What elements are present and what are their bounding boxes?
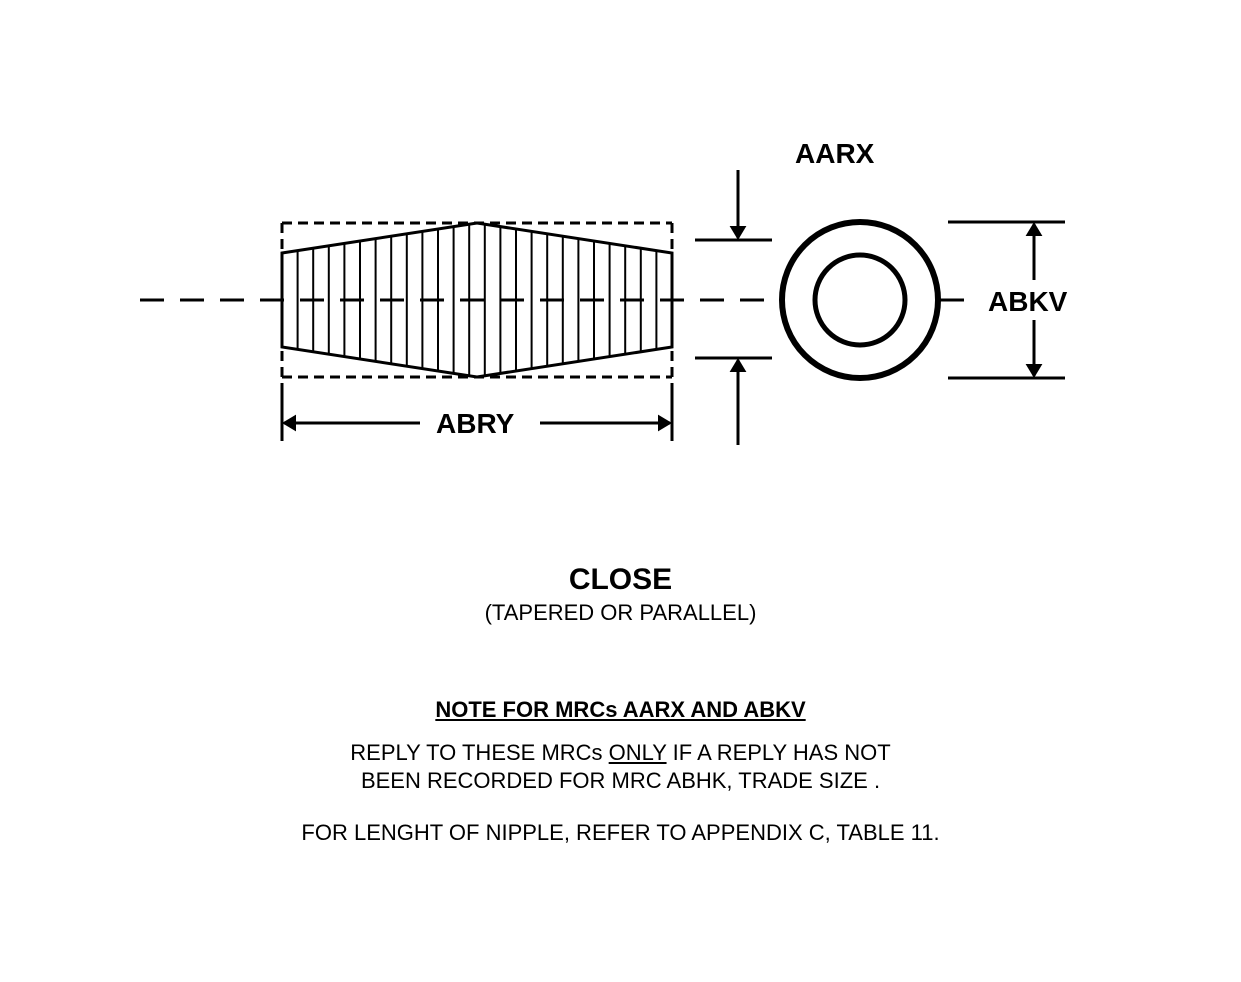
diagram-subtitle: (TAPERED OR PARALLEL) <box>485 600 757 626</box>
note-line-2: BEEN RECORDED FOR MRC ABHK, TRADE SIZE . <box>361 768 880 794</box>
diagram-title: CLOSE <box>569 563 672 597</box>
note-line-1: REPLY TO THESE MRCs ONLY IF A REPLY HAS … <box>350 740 890 766</box>
abry-label: ABRY <box>436 408 514 440</box>
note-heading: NOTE FOR MRCs AARX AND ABKV <box>435 697 805 723</box>
note-line-3: FOR LENGHT OF NIPPLE, REFER TO APPENDIX … <box>301 820 939 846</box>
abkv-label: ABKV <box>988 286 1067 318</box>
diagram-container: AARX ABKV ABRY CLOSE (TAPERED OR PARALLE… <box>0 0 1241 977</box>
aarx-label: AARX <box>795 138 874 170</box>
